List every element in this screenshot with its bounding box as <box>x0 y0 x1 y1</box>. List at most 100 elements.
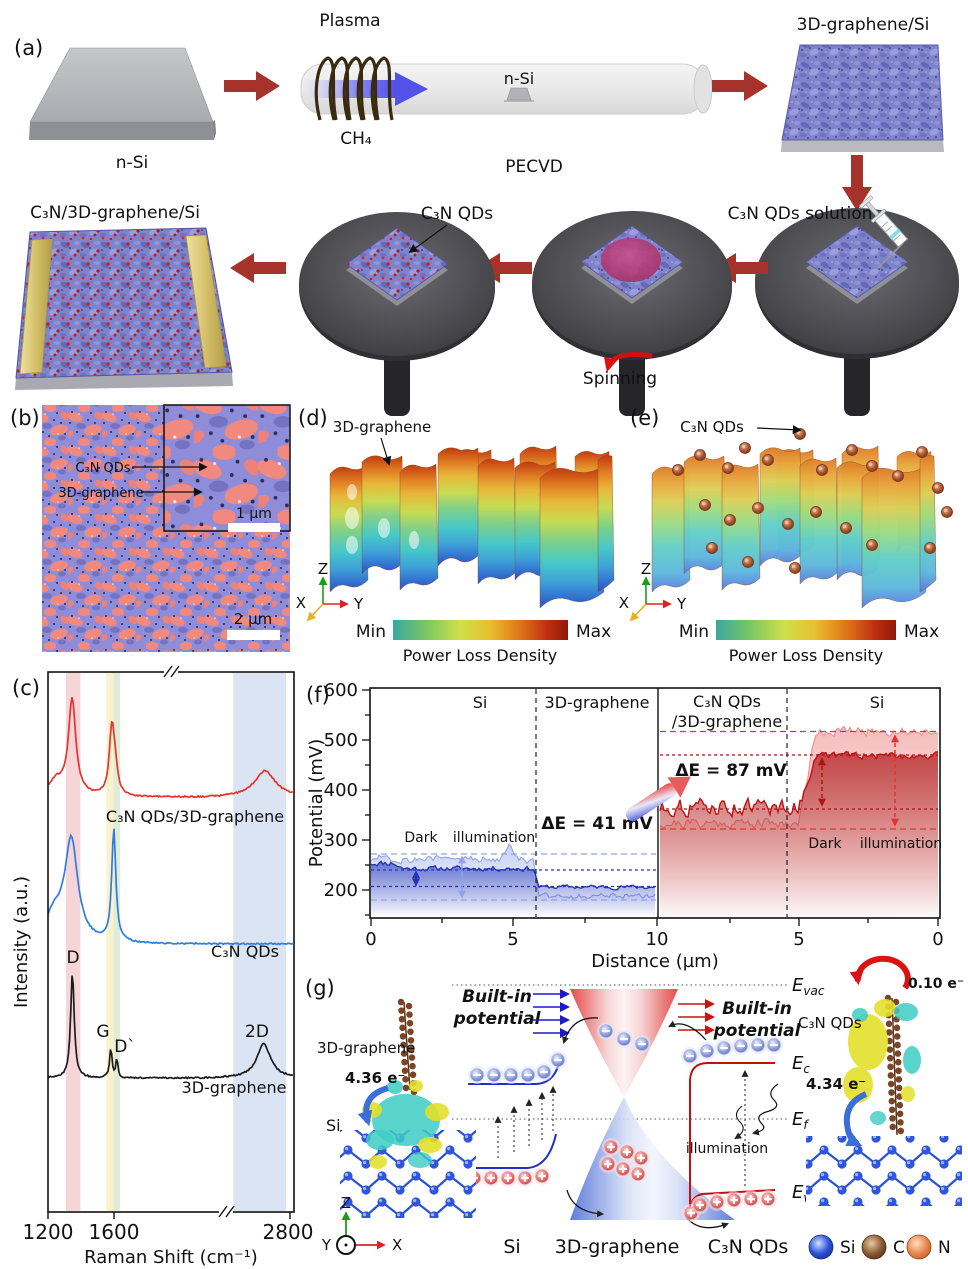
f-delta-left: ΔE = 41 mV <box>541 814 653 834</box>
f-ytick-400: 400 <box>324 780 358 801</box>
c-xtick-2800: 2800 <box>263 1220 314 1244</box>
d-axis-y: Y <box>353 595 364 613</box>
g-axis-y: Y <box>321 1236 332 1254</box>
e-axis-triad: Z Y X <box>619 560 687 622</box>
si-gap-arrows <box>494 1085 557 1158</box>
g-qds-bottom: C₃N QDs <box>708 1236 789 1258</box>
f-region-si-right: Si <box>870 693 885 712</box>
f-ytick-600: 600 <box>324 680 358 701</box>
g-si-bottom: Si <box>503 1236 520 1258</box>
f-ytick-300: 300 <box>324 830 358 851</box>
b-main-scale-bar <box>227 630 280 640</box>
svg-text:Evac: Evac <box>792 975 825 998</box>
panel-c-label: (c) <box>12 676 40 700</box>
photon-squiggle-1 <box>751 1083 779 1136</box>
b-graphene-label: 3D-graphene <box>58 486 143 501</box>
d-colorbar-label: Power Loss Density <box>403 646 557 665</box>
ef-label-sub: f <box>803 1118 809 1132</box>
raman-highlight-bands <box>66 673 287 1211</box>
d-colorbar-max: Max <box>576 622 611 642</box>
carbon-chain-right <box>884 994 897 1137</box>
charge-isosurface-left <box>362 1080 449 1169</box>
d-colorbar-min: Min <box>356 622 386 642</box>
e-colorbar <box>716 620 896 640</box>
graphene-si-label: 3D-graphene/Si <box>797 15 930 35</box>
c-peak-g: G <box>96 1022 109 1042</box>
ch4-label: CH₄ <box>340 129 372 149</box>
f-y-ticks <box>362 689 370 916</box>
c-peak-2d: 2D <box>245 1022 269 1042</box>
b-inset-scale-bar <box>228 523 280 532</box>
f-plot-border <box>369 687 941 919</box>
energy-labels: Evac Ec Ef Ev <box>792 975 825 1205</box>
g-si-label: Si <box>326 1116 341 1135</box>
f-xlabel: Distance (µm) <box>591 951 718 972</box>
f-region-si-left: Si <box>473 693 488 712</box>
plasma-beam-head <box>395 72 428 106</box>
qds-label-a: C₃N QDs <box>421 204 493 224</box>
panel-e-simulation: (e) C₃N QDs Z Y X Min Max <box>619 406 953 665</box>
plasma-coil <box>314 56 394 121</box>
c-series3-label: 3D-graphene <box>182 1078 287 1097</box>
g-axis-x: X <box>392 1236 402 1254</box>
c-xtick-1600: 1600 <box>89 1220 140 1244</box>
legend-si-atom-icon <box>808 1234 834 1260</box>
c-ylabel: Intensity (a.u.) <box>11 876 32 1008</box>
f-dark-left: Dark <box>404 830 438 846</box>
f-illumination-right: illumination <box>860 836 942 852</box>
e-colorbar-label: Power Loss Density <box>729 646 883 665</box>
f-dark-right: Dark <box>808 836 842 852</box>
panel-f-label: (f) <box>306 683 330 707</box>
builtin-left-1: Built-in <box>462 987 532 1007</box>
charge-transfer-arrow-right <box>843 1091 868 1147</box>
g-qds-label: C₃N QDs <box>798 1014 862 1032</box>
sem-inset-image <box>163 404 291 532</box>
svg-text:Ec: Ec <box>792 1053 810 1076</box>
panel-d-simulation: (d) 3D-graphene Z Y X Min Max Power Loss… <box>296 406 615 665</box>
dirac-cone-lower <box>570 1097 735 1220</box>
pecvd-label: PECVD <box>505 157 563 177</box>
f-region-qds-2: /3D-graphene <box>672 712 782 731</box>
evac-label-main: E <box>792 975 804 996</box>
f-ytick-200: 200 <box>324 880 358 901</box>
panel-d-label: (d) <box>298 406 328 430</box>
photon-squiggle-2 <box>734 1105 744 1140</box>
c-series2-label: C₃N QDs <box>211 942 279 961</box>
g-axis-z: Z <box>341 1194 351 1212</box>
f-delta-right: ΔE = 87 mV <box>675 761 787 781</box>
f-xtick-10: 10 <box>646 929 669 950</box>
g-transfer-right-label: 4.34 e⁻ <box>806 1075 866 1093</box>
legend-si-label: Si <box>840 1238 856 1258</box>
g-transfer-top-label: 0.10 e⁻ <box>908 976 964 992</box>
qds-droplet <box>601 238 661 282</box>
final-device <box>15 227 233 390</box>
spin-coater-right <box>755 208 959 416</box>
ev-label-main: E <box>792 1182 804 1203</box>
g-axis-triad: Z X Y <box>321 1194 402 1255</box>
c-axis-break-top <box>163 665 180 678</box>
panel-b-sem-image: (b) C₃N QDs 3D-graphene 1 µm 2 µm <box>10 404 291 652</box>
carbon-chain-left <box>397 998 410 1092</box>
d-axis-z: Z <box>318 560 328 578</box>
f-xtick-0r: 0 <box>932 929 943 950</box>
electrode-left <box>19 238 53 375</box>
atom-legend: Si C N <box>808 1234 951 1260</box>
dft-model-left <box>340 998 476 1218</box>
legend-n-label: N <box>938 1238 951 1258</box>
f-region-graphene: 3D-graphene <box>545 693 650 712</box>
f-ytick-500: 500 <box>324 730 358 751</box>
legend-c-atom-icon <box>861 1234 887 1260</box>
panel-a-fabrication-schematic: (a) n-Si Plasma CH₄ n-Si PECVD 3D-graphe… <box>14 11 959 416</box>
b-inset-scale-text: 1 µm <box>236 506 272 522</box>
e-axis-z: Z <box>641 560 651 578</box>
panel-e-label: (e) <box>630 406 659 430</box>
e-title: C₃N QDs <box>680 418 744 436</box>
d-axis-triad: Z Y X <box>296 560 364 622</box>
d-title: 3D-graphene <box>333 418 431 436</box>
qds-conduction-band <box>689 1062 775 1209</box>
qds-pointer-arrow <box>408 224 448 254</box>
dft-model-right <box>806 955 962 1206</box>
d-axis-x: X <box>296 594 306 612</box>
